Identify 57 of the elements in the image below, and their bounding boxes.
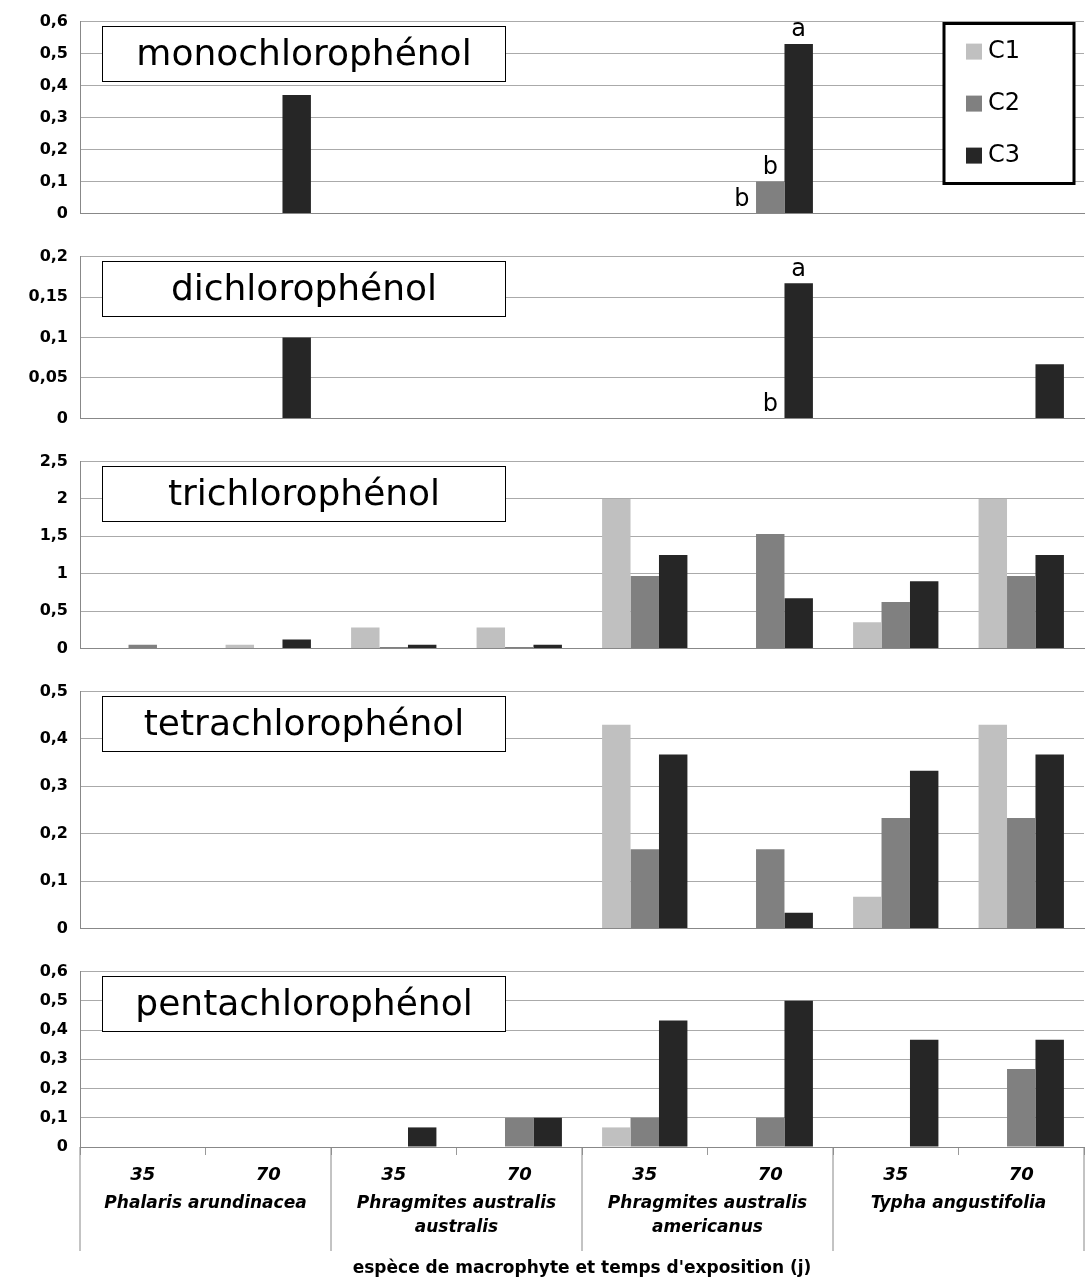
text: Phragmites australis americanus [607,1191,808,1236]
y-tick-label: 0,4 [39,1019,68,1039]
y-tick-label: 2,5 [39,450,68,470]
y-tick-label: 0 [56,637,68,657]
y-tick-label: 0,3 [39,775,68,795]
y-tick-label: 0 [56,1136,68,1156]
annotation: a [791,253,807,282]
y-tick-label: 0 [56,917,68,937]
title-box: trichlorophénol [102,465,506,522]
y-tick-label: 0,2 [39,138,68,158]
y-tick-label: 0,05 [28,367,68,387]
y-tick-label: 0,4 [39,728,68,748]
y-tick-label: 0,15 [28,286,68,306]
y-tick-label: 0,1 [39,870,68,890]
x-tick-label: 70 [1008,1163,1034,1185]
y-tick-label: 0,1 [39,326,68,346]
y-tick-label: 1,5 [39,525,68,545]
text: Phalaris arundinacea [104,1191,307,1212]
title-box: tetrachlorophénol [102,695,506,752]
y-tick-label: 0,2 [39,1077,68,1097]
x-tick-label: 70 [255,1163,281,1185]
y-tick-label: 0 [56,407,68,427]
annotation: b [762,388,778,417]
title-box: pentachlorophénol [102,975,506,1032]
x-axis-title: espèce de macrophyte et temps d'exposition (j) [352,1257,812,1278]
y-tick-label: 0,5 [39,680,68,700]
y-tick-label: 0,5 [39,600,68,620]
y-tick-label: 0,6 [39,10,68,30]
y-tick-label: 0,4 [39,74,68,94]
x-tick-label: 70 [757,1163,783,1185]
annotation: a [791,14,807,43]
text: Typha angustifolia [870,1191,1047,1212]
legend-label: C2 [988,87,1021,116]
y-tick-label: 0,6 [39,960,68,980]
x-tick-label: 35 [130,1163,156,1185]
x-tick-label: 35 [632,1163,658,1185]
annotation: b [762,151,778,180]
y-tick-label: 0,5 [39,42,68,62]
title-box: dichlorophénol [102,260,506,317]
legend-label: C3 [988,139,1021,168]
y-tick-label: 0 [56,202,68,222]
y-tick-label: 0,1 [39,1106,68,1126]
x-tick-label: 35 [883,1163,909,1185]
y-tick-label: 0,3 [39,106,68,126]
y-tick-label: 0,1 [39,170,68,190]
text: Phragmites australis australis [356,1191,557,1236]
x-tick-label: 70 [506,1163,532,1185]
y-tick-label: 2 [56,488,68,508]
y-tick-label: 0,3 [39,1048,68,1068]
annotation: b [734,183,750,212]
y-tick-label: 1 [56,562,68,582]
y-tick-label: 0,2 [39,245,68,265]
x-tick-label: 35 [381,1163,407,1185]
y-tick-label: 0,5 [39,989,68,1009]
legend-label: C1 [988,35,1021,64]
title-box: monochlorophénol [102,25,506,82]
y-tick-label: 0,2 [39,822,68,842]
